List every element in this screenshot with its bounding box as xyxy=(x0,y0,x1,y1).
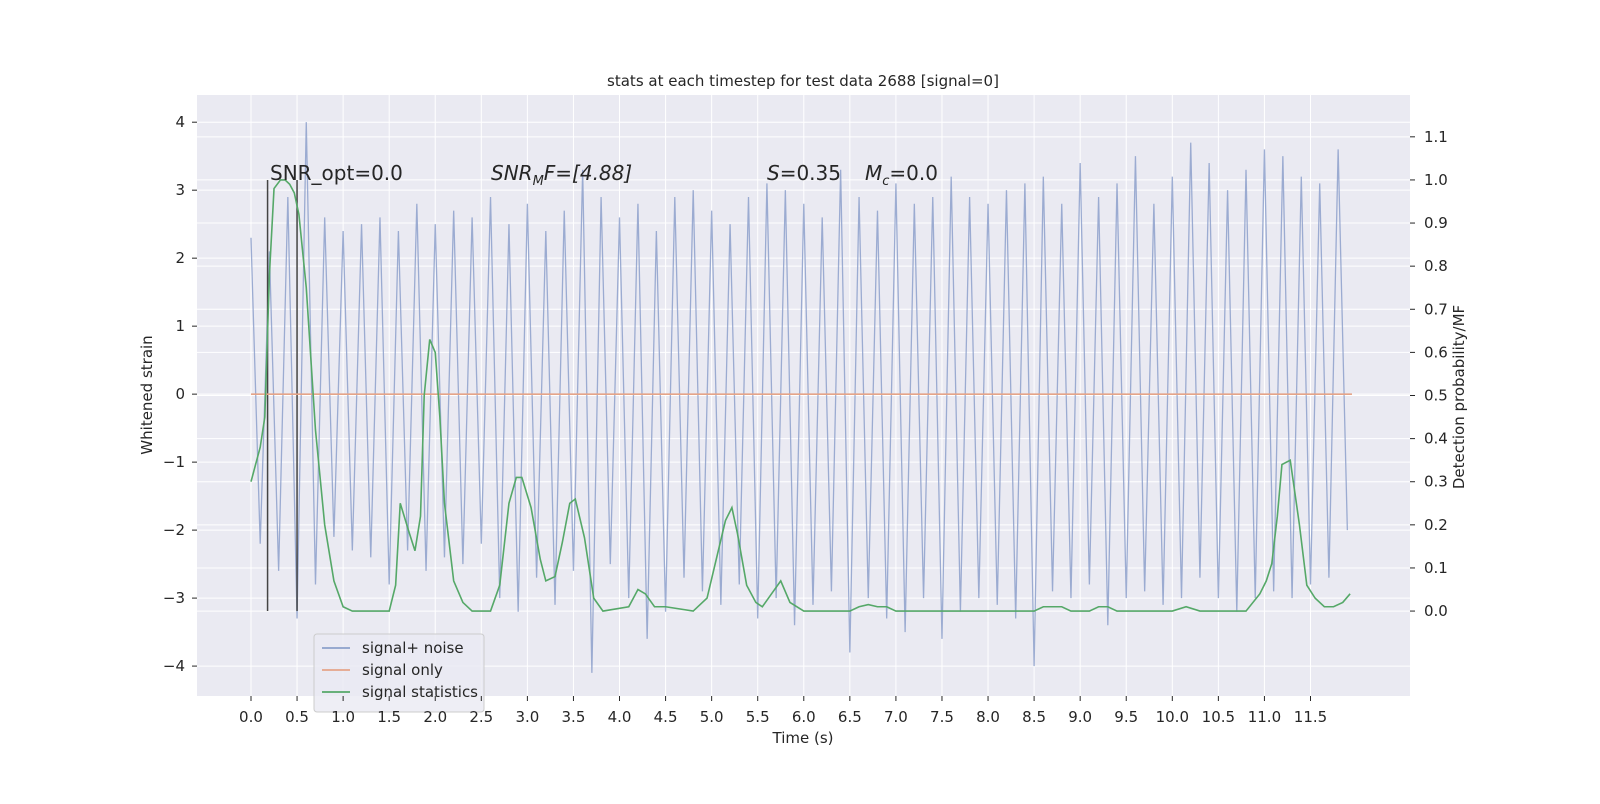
y-tick-label: −1 xyxy=(163,453,185,471)
legend-label: signal only xyxy=(362,661,443,679)
x-tick-label: 10.5 xyxy=(1202,708,1235,726)
y-tick-label: −2 xyxy=(163,521,185,539)
y-tick-label: 1 xyxy=(175,317,185,335)
y2-tick-label: 0.5 xyxy=(1424,387,1448,405)
annotation-text: SNR xyxy=(491,161,533,185)
annotation: S=0.35 Mc=0.0 xyxy=(767,161,938,189)
series-line xyxy=(250,179,1351,612)
annotation-text: S xyxy=(767,161,780,185)
annotation-text: =0.35 xyxy=(780,161,841,185)
annotation: SNRMF=[4.88] xyxy=(491,161,632,189)
annotation: SNR_opt=0.0 xyxy=(270,161,403,185)
y2-tick-label: 0.9 xyxy=(1424,214,1448,232)
y2-tick-label: 0.4 xyxy=(1424,430,1448,448)
x-tick-label: 10.0 xyxy=(1156,708,1189,726)
annotation-text: M xyxy=(533,174,544,189)
x-tick-label: 11.0 xyxy=(1248,708,1281,726)
x-tick-label: 1.5 xyxy=(377,708,401,726)
y2-tick-label: 0.7 xyxy=(1424,300,1448,318)
y-tick-label: 2 xyxy=(175,249,185,267)
x-tick-label: 0.0 xyxy=(239,708,263,726)
y2-tick-label: 1.1 xyxy=(1424,128,1448,146)
y2-tick-label: 0.3 xyxy=(1424,473,1448,491)
chart-title: stats at each timestep for test data 268… xyxy=(607,72,999,90)
annotation-text: M xyxy=(865,161,882,185)
x-tick-label: 7.0 xyxy=(884,708,908,726)
x-tick-label: 8.5 xyxy=(1022,708,1046,726)
x-tick-label: 11.5 xyxy=(1294,708,1327,726)
annotation-text: c xyxy=(882,174,889,189)
x-tick-label: 5.5 xyxy=(746,708,770,726)
y-tick-label: −3 xyxy=(163,589,185,607)
x-tick-label: 9.5 xyxy=(1114,708,1138,726)
y2-tick-label: 0.8 xyxy=(1424,257,1448,275)
x-tick-label: 5.0 xyxy=(700,708,724,726)
y-tick-label: 3 xyxy=(175,181,185,199)
x-tick-label: 6.5 xyxy=(838,708,862,726)
legend-label: signal+ noise xyxy=(362,639,464,657)
y-tick-label: 0 xyxy=(175,385,185,403)
legend-box xyxy=(313,633,485,713)
y2-tick-label: 0.2 xyxy=(1424,516,1448,534)
x-tick-label: 3.5 xyxy=(562,708,586,726)
y-tick-label: −4 xyxy=(163,657,185,675)
y2-tick-label: 0.1 xyxy=(1424,559,1448,577)
y-tick-label: 4 xyxy=(175,113,185,131)
legend-label: signal statistics xyxy=(362,683,478,701)
y2-tick-label: 0.0 xyxy=(1424,602,1448,620)
x-tick-label: 7.5 xyxy=(930,708,954,726)
x-tick-label: 4.5 xyxy=(654,708,678,726)
series-line xyxy=(250,122,1348,673)
x-tick-label: 0.5 xyxy=(285,708,309,726)
x-tick-label: 6.0 xyxy=(792,708,816,726)
legend: signal+ noise signal only signal statistic… xyxy=(313,633,485,713)
x-tick-label: 8.0 xyxy=(976,708,1000,726)
x-tick-label: 2.5 xyxy=(469,708,493,726)
annotation-text: F=[4.88] xyxy=(544,161,632,185)
y2-tick-label: 1.0 xyxy=(1424,171,1448,189)
annotation-text: =0.0 xyxy=(889,161,938,185)
x-tick-label: 4.0 xyxy=(608,708,632,726)
y2-axis-label: Detection probability/MF xyxy=(1450,305,1468,489)
y2-tick-label: 0.6 xyxy=(1424,343,1448,361)
annotation-text: SNR_opt=0.0 xyxy=(270,161,403,185)
x-tick-label: 1.0 xyxy=(331,708,355,726)
marks xyxy=(250,122,1352,673)
x-axis-label: Time (s) xyxy=(772,729,834,747)
x-tick-label: 3.0 xyxy=(515,708,539,726)
x-tick-label: 9.0 xyxy=(1068,708,1092,726)
y-axis-label: Whitened strain xyxy=(138,335,156,454)
x-tick-label: 2.0 xyxy=(423,708,447,726)
